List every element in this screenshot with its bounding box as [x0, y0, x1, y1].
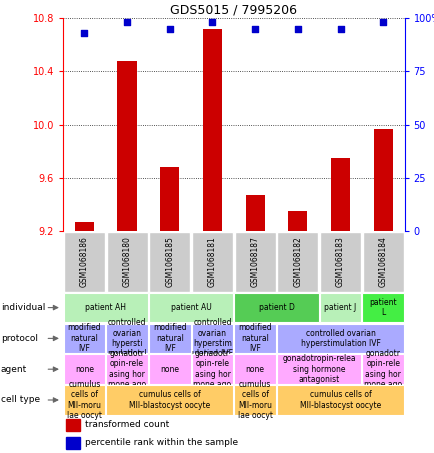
Title: GDS5015 / 7995206: GDS5015 / 7995206: [170, 4, 296, 17]
FancyBboxPatch shape: [106, 354, 148, 384]
Point: [123, 19, 130, 26]
Text: gonadotr
opin-rele
asing hor
mone ago: gonadotr opin-rele asing hor mone ago: [363, 349, 401, 389]
Text: GSM1068181: GSM1068181: [207, 236, 217, 287]
Text: GSM1068184: GSM1068184: [378, 236, 387, 287]
Text: gonadotropin-relea
sing hormone
antagonist: gonadotropin-relea sing hormone antagoni…: [282, 354, 355, 384]
Point: [208, 19, 215, 26]
FancyBboxPatch shape: [233, 385, 276, 415]
FancyBboxPatch shape: [191, 323, 233, 353]
Text: cumulus cells of
MII-blastocyst oocyte: cumulus cells of MII-blastocyst oocyte: [299, 390, 380, 410]
Text: patient AU: patient AU: [171, 303, 211, 312]
Point: [294, 25, 301, 32]
Text: cumulus
cells of
MII-moru
lae oocyt: cumulus cells of MII-moru lae oocyt: [237, 380, 272, 420]
FancyBboxPatch shape: [63, 323, 105, 353]
Text: transformed count: transformed count: [85, 420, 169, 429]
Text: GSM1068182: GSM1068182: [293, 236, 302, 287]
FancyBboxPatch shape: [276, 323, 403, 353]
FancyBboxPatch shape: [362, 231, 403, 292]
Text: GSM1068185: GSM1068185: [165, 236, 174, 287]
FancyBboxPatch shape: [106, 323, 148, 353]
FancyBboxPatch shape: [319, 231, 360, 292]
FancyBboxPatch shape: [362, 293, 403, 323]
FancyBboxPatch shape: [148, 323, 190, 353]
FancyBboxPatch shape: [148, 293, 233, 323]
FancyBboxPatch shape: [149, 231, 190, 292]
FancyBboxPatch shape: [106, 385, 233, 415]
Text: patient AH: patient AH: [85, 303, 126, 312]
Text: modified
natural
IVF: modified natural IVF: [153, 323, 186, 353]
FancyBboxPatch shape: [106, 231, 147, 292]
Text: cumulus cells of
MII-blastocyst oocyte: cumulus cells of MII-blastocyst oocyte: [129, 390, 210, 410]
Point: [166, 25, 173, 32]
Text: GSM1068186: GSM1068186: [80, 236, 89, 287]
Text: controlled ovarian
hyperstimulation IVF: controlled ovarian hyperstimulation IVF: [300, 329, 380, 348]
Bar: [245, 195, 264, 231]
Point: [81, 29, 88, 37]
FancyBboxPatch shape: [319, 293, 361, 323]
FancyBboxPatch shape: [277, 231, 318, 292]
Bar: [330, 158, 349, 231]
FancyBboxPatch shape: [191, 354, 233, 384]
Text: patient
L: patient L: [368, 298, 396, 317]
Bar: [66, 419, 80, 431]
Text: agent: agent: [1, 365, 27, 374]
Text: modified
natural
IVF: modified natural IVF: [238, 323, 271, 353]
FancyBboxPatch shape: [63, 385, 105, 415]
Text: none: none: [75, 365, 94, 374]
Text: cell type: cell type: [1, 395, 40, 405]
Point: [379, 19, 386, 26]
FancyBboxPatch shape: [233, 323, 276, 353]
Text: GSM1068180: GSM1068180: [122, 236, 132, 287]
FancyBboxPatch shape: [362, 354, 403, 384]
FancyBboxPatch shape: [63, 293, 148, 323]
FancyBboxPatch shape: [148, 354, 190, 384]
Text: gonadotr
opin-rele
asing hor
mone ago: gonadotr opin-rele asing hor mone ago: [193, 349, 231, 389]
Text: none: none: [245, 365, 264, 374]
Text: individual: individual: [1, 303, 45, 312]
Text: GSM1068187: GSM1068187: [250, 236, 259, 287]
FancyBboxPatch shape: [233, 354, 276, 384]
Bar: [160, 167, 179, 231]
FancyBboxPatch shape: [191, 231, 233, 292]
Bar: [373, 129, 392, 231]
Text: controlled
ovarian
hypersti
mulation I: controlled ovarian hypersti mulation I: [108, 318, 146, 358]
Text: percentile rank within the sample: percentile rank within the sample: [85, 438, 238, 447]
FancyBboxPatch shape: [276, 385, 403, 415]
FancyBboxPatch shape: [233, 293, 318, 323]
Bar: [288, 211, 307, 231]
Point: [251, 25, 258, 32]
Bar: [66, 437, 80, 449]
Text: gonadotr
opin-rele
asing hor
mone ago: gonadotr opin-rele asing hor mone ago: [108, 349, 146, 389]
Text: cumulus
cells of
MII-moru
lae oocyt: cumulus cells of MII-moru lae oocyt: [67, 380, 102, 420]
FancyBboxPatch shape: [63, 354, 105, 384]
Text: GSM1068183: GSM1068183: [335, 236, 344, 287]
Bar: [202, 29, 222, 231]
Text: protocol: protocol: [1, 334, 38, 343]
Text: modified
natural
IVF: modified natural IVF: [67, 323, 101, 353]
Text: controlled
ovarian
hyperstim
ulation IVF: controlled ovarian hyperstim ulation IVF: [191, 318, 233, 358]
FancyBboxPatch shape: [234, 231, 275, 292]
Bar: [117, 61, 136, 231]
Text: patient J: patient J: [324, 303, 356, 312]
Text: none: none: [160, 365, 179, 374]
Bar: [75, 222, 94, 231]
FancyBboxPatch shape: [276, 354, 361, 384]
Point: [336, 25, 343, 32]
FancyBboxPatch shape: [64, 231, 105, 292]
Text: patient D: patient D: [258, 303, 294, 312]
